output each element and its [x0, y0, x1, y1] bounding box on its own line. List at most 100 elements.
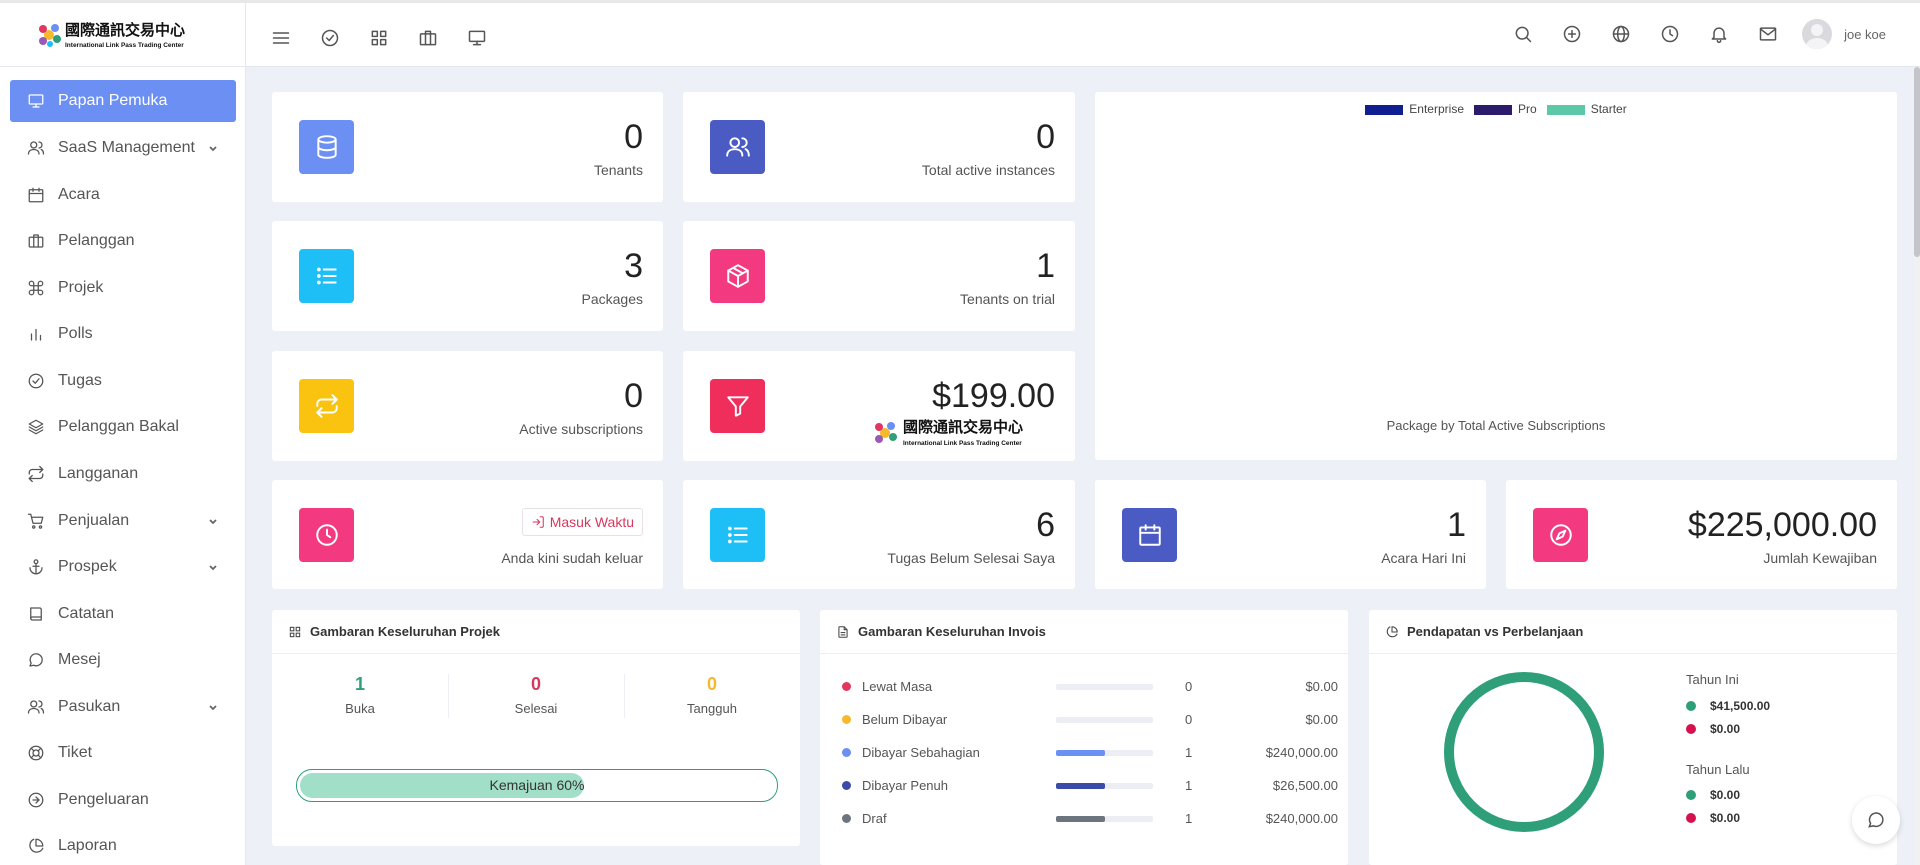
- grid-icon[interactable]: [364, 23, 393, 52]
- check-circle-icon[interactable]: [315, 23, 344, 52]
- plus-circle-icon[interactable]: [1557, 20, 1586, 49]
- compass-icon: [1533, 508, 1588, 562]
- sidebar-item-events[interactable]: Acara: [10, 174, 236, 216]
- sidebar-item-label: Laporan: [58, 837, 117, 854]
- book-icon: [26, 604, 46, 624]
- chat-button[interactable]: [1852, 796, 1900, 844]
- legend-item[interactable]: Enterprise: [1365, 102, 1464, 116]
- stat-value: 0: [624, 377, 643, 415]
- invoice-status-label: Draf: [862, 811, 887, 826]
- status-dot: [842, 814, 851, 823]
- cart-icon: [26, 511, 46, 531]
- sidebar-item-leads[interactable]: Pelanggan Bakal: [10, 406, 236, 448]
- last-year-expense: $0.00: [1686, 811, 1740, 825]
- stat-card-packages: 3 Packages: [272, 221, 663, 331]
- avatar[interactable]: [1802, 19, 1833, 49]
- monitor-icon[interactable]: [462, 23, 491, 52]
- invoice-row[interactable]: Dibayar Sebahagian 1 $240,000.00: [842, 743, 1338, 763]
- project-open[interactable]: 1 Buka: [345, 674, 375, 716]
- project-done[interactable]: 0 Selesai: [514, 674, 558, 716]
- box-icon: [710, 249, 765, 303]
- layers-icon: [26, 417, 46, 437]
- message-icon: [26, 650, 46, 670]
- repeat-icon: [26, 464, 46, 484]
- sidebar-item-label: Langganan: [58, 465, 139, 482]
- project-hold[interactable]: 0 Tangguh: [687, 674, 737, 716]
- chevron-down-icon: [208, 560, 218, 571]
- calendar-icon: [1122, 508, 1177, 562]
- sidebar-item-dashboard[interactable]: Papan Pemuka: [10, 80, 236, 122]
- clock-icon: [299, 508, 354, 562]
- chart-caption: Package by Total Active Subscriptions: [1386, 418, 1606, 433]
- invoice-progress-bar: [1056, 783, 1153, 789]
- clock-in-button[interactable]: Masuk Waktu: [521, 508, 643, 536]
- sidebar-item-label: Papan Pemuka: [58, 92, 168, 109]
- stat-label: Tugas Belum Selesai Saya: [887, 550, 1055, 566]
- brand-logo[interactable]: 國際通訊交易中心 International Link Pass Trading…: [0, 3, 246, 67]
- invoice-amount: $240,000.00: [1265, 811, 1338, 826]
- stat-label: Packages: [581, 291, 643, 307]
- sidebar-item-sales[interactable]: Penjualan: [10, 500, 236, 542]
- invoice-amount: $0.00: [1305, 712, 1338, 727]
- sidebar-item-tickets[interactable]: Tiket: [10, 732, 236, 774]
- clock-icon[interactable]: [1655, 20, 1684, 49]
- briefcase-icon[interactable]: [413, 23, 442, 52]
- stat-value: 3: [624, 247, 643, 285]
- command-icon: [26, 278, 46, 298]
- page-scrollbar[interactable]: [1914, 67, 1920, 865]
- search-icon[interactable]: [1508, 20, 1537, 49]
- stat-label: Tenants on trial: [960, 291, 1055, 307]
- legend-item[interactable]: Pro: [1474, 102, 1537, 116]
- project-progress-bar: Kemajuan 60%: [296, 769, 778, 802]
- sidebar-item-saas-management[interactable]: SaaS Management: [10, 127, 236, 169]
- bar-chart-icon: [26, 324, 46, 344]
- sidebar-item-subscriptions[interactable]: Langganan: [10, 453, 236, 495]
- sidebar-item-expenses[interactable]: Pengeluaran: [10, 779, 236, 821]
- sidebar-item-label: Pelanggan: [58, 232, 135, 249]
- invoice-status-label: Belum Dibayar: [862, 712, 948, 727]
- pie-chart-icon: [1386, 625, 1398, 637]
- income-donut-chart[interactable]: [1439, 667, 1609, 837]
- stat-card-tenants: 0 Tenants: [272, 92, 663, 202]
- last-year-income: $0.00: [1686, 788, 1740, 802]
- sidebar-item-customers[interactable]: Pelanggan: [10, 220, 236, 262]
- sidebar-item-label: Tugas: [58, 372, 102, 389]
- invoice-row[interactable]: Draf 1 $240,000.00: [842, 809, 1338, 829]
- user-name[interactable]: joe koe: [1844, 26, 1886, 42]
- sidebar-item-team[interactable]: Pasukan: [10, 686, 236, 728]
- legend-item[interactable]: Starter: [1546, 102, 1627, 116]
- users-icon: [710, 120, 765, 174]
- invoice-count: 1: [1185, 745, 1193, 760]
- lifebuoy-icon: [26, 743, 46, 763]
- sidebar-item-projects[interactable]: Projek: [10, 267, 236, 309]
- stat-label: Jumlah Kewajiban: [1763, 550, 1877, 566]
- monitor-icon: [26, 91, 46, 111]
- sidebar-item-notes[interactable]: Catatan: [10, 593, 236, 635]
- bell-icon[interactable]: [1704, 20, 1733, 49]
- sidebar-item-prospects[interactable]: Prospek: [10, 546, 236, 588]
- sidebar-item-tasks[interactable]: Tugas: [10, 360, 236, 402]
- sidebar-item-polls[interactable]: Polls: [10, 313, 236, 355]
- invoice-row[interactable]: Dibayar Penuh 1 $26,500.00: [842, 776, 1338, 796]
- invoice-row[interactable]: Belum Dibayar 0 $0.00: [842, 710, 1338, 730]
- stat-value: 0: [1036, 118, 1055, 156]
- panel-header: Pendapatan vs Perbelanjaan: [1369, 610, 1897, 654]
- sidebar-item-label: SaaS Management: [58, 139, 195, 156]
- invoice-amount: $240,000.00: [1265, 745, 1338, 760]
- menu-icon[interactable]: [266, 23, 295, 52]
- stat-card-subscriptions: 0 Active subscriptions: [272, 351, 663, 461]
- mail-icon[interactable]: [1753, 20, 1782, 49]
- briefcase-icon: [26, 231, 46, 251]
- database-icon: [299, 120, 354, 174]
- invoice-row[interactable]: Lewat Masa 0 $0.00: [842, 677, 1338, 697]
- stat-value: $225,000.00: [1687, 506, 1877, 544]
- sidebar-item-messages[interactable]: Mesej: [10, 639, 236, 681]
- users-icon: [26, 138, 46, 158]
- invoice-status-label: Dibayar Sebahagian: [862, 745, 980, 760]
- sidebar-item-label: Acara: [58, 186, 100, 203]
- globe-icon[interactable]: [1606, 20, 1635, 49]
- sidebar: Papan Pemuka SaaS Management Acara Pelan…: [0, 67, 246, 865]
- watermark-logo: 國際通訊交易中心 International Link Pass Trading…: [875, 418, 1023, 447]
- sidebar-item-reports[interactable]: Laporan: [10, 825, 236, 865]
- chevron-down-icon: [208, 141, 218, 152]
